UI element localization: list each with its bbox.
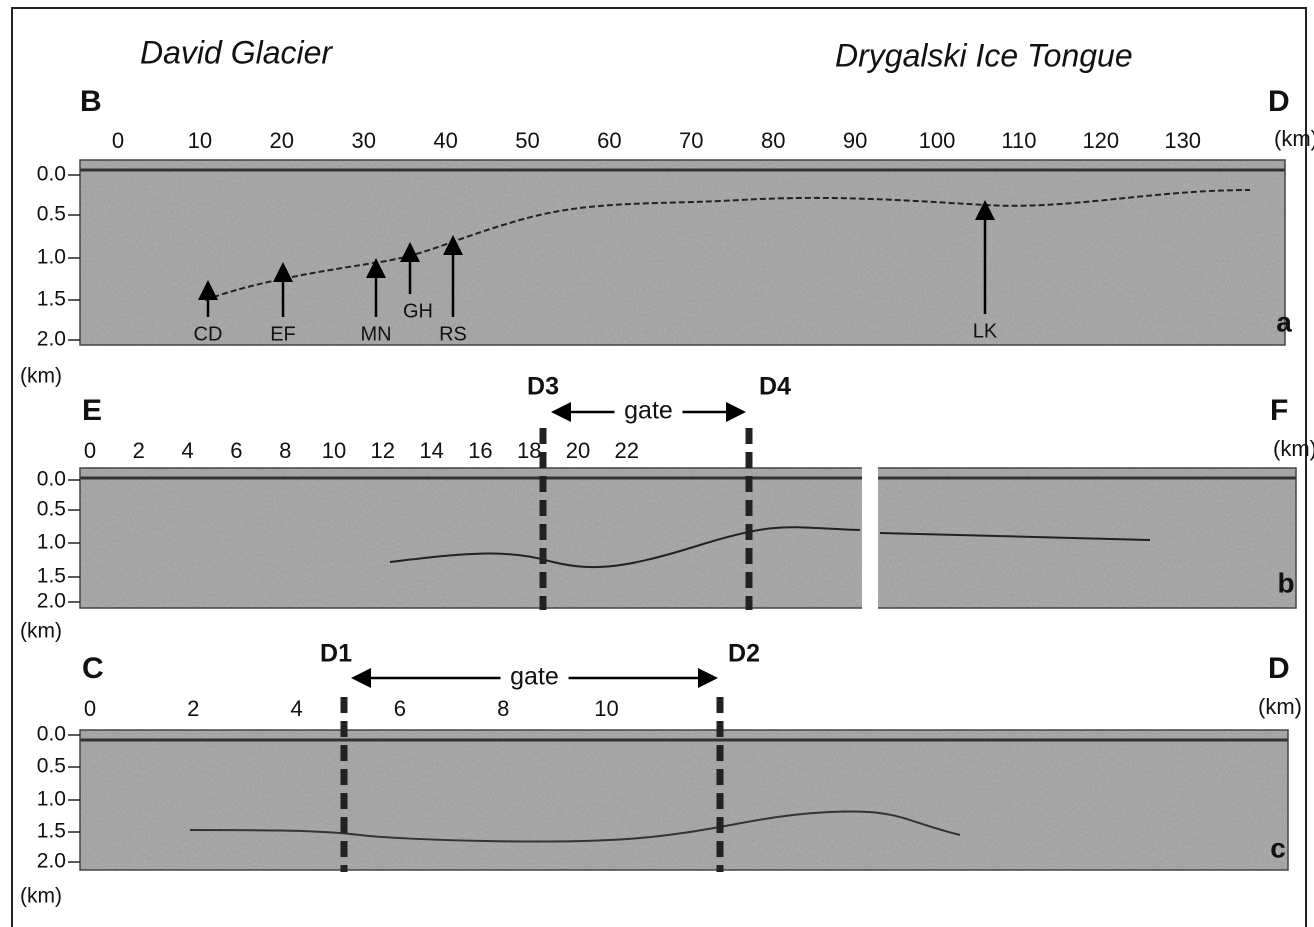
x-tick-label: 40 — [433, 128, 457, 153]
data-gap — [862, 466, 878, 610]
y-tick-label: 1.0 — [37, 788, 66, 811]
y-unit: (km) — [20, 365, 62, 388]
gate-marker: D1 — [320, 640, 352, 668]
y-tick-label: 0.5 — [37, 755, 66, 778]
x-tick-label: 12 — [371, 438, 395, 463]
annotation: RS — [439, 323, 467, 345]
gate-marker: D4 — [759, 373, 791, 401]
gate-marker: D3 — [527, 373, 559, 401]
end-letter: D — [1268, 652, 1290, 685]
x-tick-label: 120 — [1082, 128, 1119, 153]
x-tick-label: 16 — [468, 438, 492, 463]
y-tick-label: 1.5 — [37, 288, 66, 311]
x-tick-label: 30 — [351, 128, 375, 153]
x-tick-label: 90 — [843, 128, 867, 153]
x-tick-label: 130 — [1164, 128, 1201, 153]
panel-label: b — [1277, 567, 1294, 598]
end-letter: D — [1268, 85, 1290, 118]
end-letter: F — [1270, 394, 1288, 427]
start-letter: B — [80, 85, 102, 118]
x-tick-label: 10 — [188, 128, 212, 153]
x-tick-label: 20 — [270, 128, 294, 153]
x-tick-label: 6 — [230, 438, 242, 463]
annotation: GH — [403, 300, 433, 322]
y-tick-label: 1.0 — [37, 531, 66, 554]
y-tick-label: 0.5 — [37, 498, 66, 521]
y-tick-label: 0.5 — [37, 203, 66, 226]
image-border — [79, 159, 1286, 346]
annotation: LK — [973, 320, 998, 342]
x-tick-label: 0 — [84, 438, 96, 463]
y-unit: (km) — [20, 620, 62, 643]
x-tick-label: 2 — [187, 696, 199, 721]
x-tick-label: 10 — [322, 438, 346, 463]
right-title: Drygalski Ice Tongue — [835, 37, 1133, 73]
left-title: David Glacier — [140, 34, 333, 70]
x-unit: (km) — [1258, 694, 1302, 719]
image-border — [79, 467, 1297, 609]
gate-label: gate — [624, 397, 673, 425]
x-unit: (km) — [1273, 436, 1314, 461]
x-tick-label: 2 — [133, 438, 145, 463]
annotation: CD — [194, 323, 223, 345]
radar-noise — [80, 160, 1285, 345]
reflector — [189, 810, 961, 843]
x-tick-label: 8 — [497, 696, 509, 721]
reflector — [204, 189, 1251, 301]
x-tick-label: 110 — [1001, 128, 1036, 153]
y-tick-label: 2.0 — [37, 850, 66, 873]
radar-noise — [80, 730, 1288, 870]
x-tick-label: 50 — [515, 128, 539, 153]
x-tick-label: 20 — [566, 438, 590, 463]
frame — [11, 7, 1307, 927]
x-tick-label: 10 — [594, 696, 618, 721]
x-unit: (km) — [1274, 126, 1314, 151]
x-tick-label: 4 — [290, 696, 302, 721]
x-tick-label: 18 — [517, 438, 541, 463]
panel-label: a — [1276, 306, 1292, 337]
annotation: MN — [360, 323, 391, 345]
start-letter: C — [82, 652, 104, 685]
gate-marker: D2 — [728, 640, 760, 668]
x-tick-label: 8 — [279, 438, 291, 463]
gate-label: gate — [510, 663, 559, 691]
y-tick-label: 1.5 — [37, 820, 66, 843]
x-tick-label: 100 — [919, 128, 956, 153]
radar-noise — [80, 468, 1296, 608]
x-tick-label: 0 — [112, 128, 124, 153]
x-tick-label: 22 — [615, 438, 639, 463]
x-tick-label: 4 — [181, 438, 193, 463]
panel-label: c — [1270, 832, 1286, 863]
y-tick-label: 1.0 — [37, 246, 66, 269]
y-tick-label: 0.0 — [37, 468, 66, 491]
y-tick-label: 2.0 — [37, 590, 66, 613]
y-tick-label: 0.0 — [37, 723, 66, 746]
y-tick-label: 0.0 — [37, 163, 66, 186]
x-tick-label: 0 — [84, 696, 96, 721]
y-tick-label: 1.5 — [37, 565, 66, 588]
x-tick-label: 80 — [761, 128, 785, 153]
x-tick-label: 70 — [679, 128, 703, 153]
reflector — [389, 526, 1151, 569]
start-letter: E — [82, 394, 102, 427]
y-unit: (km) — [20, 885, 62, 908]
x-tick-label: 60 — [597, 128, 621, 153]
x-tick-label: 6 — [394, 696, 406, 721]
x-tick-label: 14 — [419, 438, 443, 463]
annotation: EF — [270, 323, 296, 345]
y-tick-label: 2.0 — [37, 328, 66, 351]
